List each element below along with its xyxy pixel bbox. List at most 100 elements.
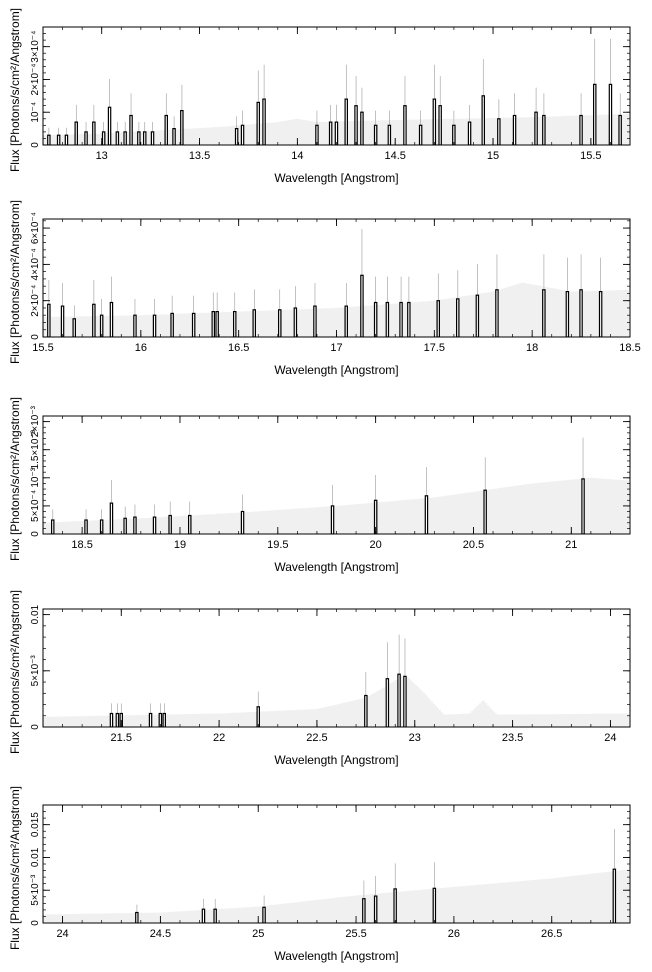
panel-2-data-bin xyxy=(579,289,583,337)
panel-3-data-bin xyxy=(168,514,172,534)
panel-1-data-bin xyxy=(438,105,442,145)
panel-2-data-bin xyxy=(344,305,349,337)
panel-5-data-bin xyxy=(262,906,266,923)
panel-5-data-bin xyxy=(201,908,206,923)
panel-1-data-bin xyxy=(542,114,546,145)
panel-5-xtick-label: 26.5 xyxy=(541,928,562,940)
panel-1-xtick-label: 13.5 xyxy=(189,150,210,162)
panel-1-data-bin xyxy=(354,105,358,145)
panel-2-data-bin xyxy=(373,301,378,337)
panel-1-data-bin xyxy=(344,98,349,145)
panel-4-xtick-label: 21.5 xyxy=(111,732,132,744)
panel-2-data-bin xyxy=(191,312,196,337)
panel-3-ylabel: Flux [Photons/s/cm²/Angstrom] xyxy=(8,397,22,561)
panel-3-xtick-label: 21 xyxy=(565,539,577,551)
panel-1-data-bin xyxy=(403,105,407,145)
panel-4-ytick-label: 0 xyxy=(30,724,41,730)
panel-2-data-bin xyxy=(475,294,480,337)
panel-4-xtick-label: 24 xyxy=(604,732,616,744)
panel-2-xtick-label: 16 xyxy=(135,342,147,354)
panel-1-data-bin xyxy=(512,114,517,145)
panel-1-data-bin xyxy=(234,128,239,145)
panel-1-xlabel: Wavelength [Angstrom] xyxy=(274,171,398,185)
panel-5-model-curve xyxy=(43,869,629,923)
panel-3-data-bin xyxy=(581,478,585,534)
panel-1-data-bin xyxy=(92,121,96,145)
panel-4-xtick-label: 23.5 xyxy=(502,732,523,744)
panel-3-ytick-label: 2×10⁻³ xyxy=(30,405,41,437)
panel-1-data-bin xyxy=(534,111,538,145)
panel-3-ytick-label: 10⁻³ xyxy=(30,467,41,487)
panel-3-data-bin xyxy=(84,519,88,534)
panel-4-ytick-label: 0.01 xyxy=(30,604,41,624)
panel-1-data-bin xyxy=(432,98,437,145)
panel-3-ytick-label: 5×10⁻⁴ xyxy=(30,490,41,522)
panel-4-data-bin xyxy=(403,675,407,727)
panel-1-data-bin xyxy=(334,121,339,145)
panel-4-xtick-label: 22 xyxy=(213,732,225,744)
panel-1-data-bin xyxy=(137,131,141,145)
panel-1-data-bin xyxy=(579,114,583,145)
panel-3-data-bin xyxy=(133,516,137,534)
panel-1-data-bin xyxy=(74,121,78,145)
panel-3-xtick-label: 20 xyxy=(370,539,382,551)
panel-3-xtick-label: 20.5 xyxy=(463,539,484,551)
panel-1-xtick-label: 13 xyxy=(96,150,108,162)
panel-3-ytick-label: 0 xyxy=(30,531,41,537)
panel-1-data-bin xyxy=(150,131,155,145)
panel-1-data-bin xyxy=(64,134,69,145)
panel-2-data-bin xyxy=(407,301,411,337)
panel-5-xtick-label: 24.5 xyxy=(150,928,171,940)
panel-5-xtick-label: 26 xyxy=(448,928,460,940)
panel-2-data-bin xyxy=(293,307,298,337)
panel-2-data-bin xyxy=(278,309,282,337)
panel-2-data-bin xyxy=(313,305,317,337)
panel-5-ytick-label: 0.01 xyxy=(30,847,41,867)
panel-1-data-bin xyxy=(101,131,106,145)
panel-1-data-bin xyxy=(256,101,261,145)
panel-1-data-bin xyxy=(240,124,245,145)
panel-4-data-bin xyxy=(385,678,390,727)
panel-4-data-bin xyxy=(162,712,167,727)
panel-2-data-bin xyxy=(133,314,137,337)
panel-2-xtick-label: 18 xyxy=(526,342,538,354)
panel-5-data-bin xyxy=(373,895,378,923)
panel-5-ylabel: Flux [Photons/s/cm²/Angstrom] xyxy=(8,786,22,950)
panel-3-data-bin xyxy=(50,519,55,534)
panel-2-data-bin xyxy=(233,311,237,337)
panel-2-data-bin xyxy=(60,305,65,337)
panel-5-ytick-label: 5×10⁻³ xyxy=(30,874,41,906)
panel-5-xlabel: Wavelength [Angstrom] xyxy=(274,949,398,963)
panel-2-data-bin xyxy=(456,298,460,337)
panel-2-data-bin xyxy=(399,301,403,337)
panel-2-data-bin xyxy=(385,301,390,337)
panel-4-xlabel: Wavelength [Angstrom] xyxy=(274,753,398,767)
panel-1-ylabel: Flux [Photons/s/cm²/Angstrom] xyxy=(8,8,22,172)
panel-1-data-bin xyxy=(418,124,423,145)
panel-2-data-bin xyxy=(565,291,570,337)
panel-1-ytick-label: 0 xyxy=(30,142,41,148)
panel-5-data-bin xyxy=(432,887,437,923)
panel-2-data-bin xyxy=(152,314,157,337)
panel-2-data-bin xyxy=(92,303,96,337)
panel-4-data-bin xyxy=(109,712,114,727)
panel-3-data-bin xyxy=(330,505,335,534)
panel-5-xtick-label: 25 xyxy=(252,928,264,940)
panel-3: 18.5 19 19.5 20 20.5 21 0 5×10⁻⁴ 10⁻³1.5×10⁻³2×1… xyxy=(8,397,631,574)
panel-1-xtick-label: 15.5 xyxy=(580,150,601,162)
panel-2-xtick-label: 17.5 xyxy=(424,342,445,354)
panel-1-data-bin xyxy=(481,95,486,145)
panel-1-data-bin xyxy=(180,109,184,145)
panel-1-ytick-label: 3×10⁻⁴ xyxy=(30,31,41,63)
panel-2-model-curve xyxy=(43,282,629,337)
panel-4-data-bin xyxy=(256,706,261,727)
panel-3-data-bin xyxy=(188,514,192,534)
panel-3-data-bin xyxy=(483,489,487,534)
panel-2-ytick-label: 4×10⁻⁴ xyxy=(30,248,41,280)
panel-1-data-bin xyxy=(129,114,133,145)
panel-2-xtick-label: 18.5 xyxy=(619,342,640,354)
panel-2-data-bin xyxy=(109,301,114,337)
panel-4-data-bin xyxy=(148,712,153,727)
panel-2-data-bin xyxy=(211,311,216,337)
panel-2-data-bin xyxy=(252,309,257,337)
